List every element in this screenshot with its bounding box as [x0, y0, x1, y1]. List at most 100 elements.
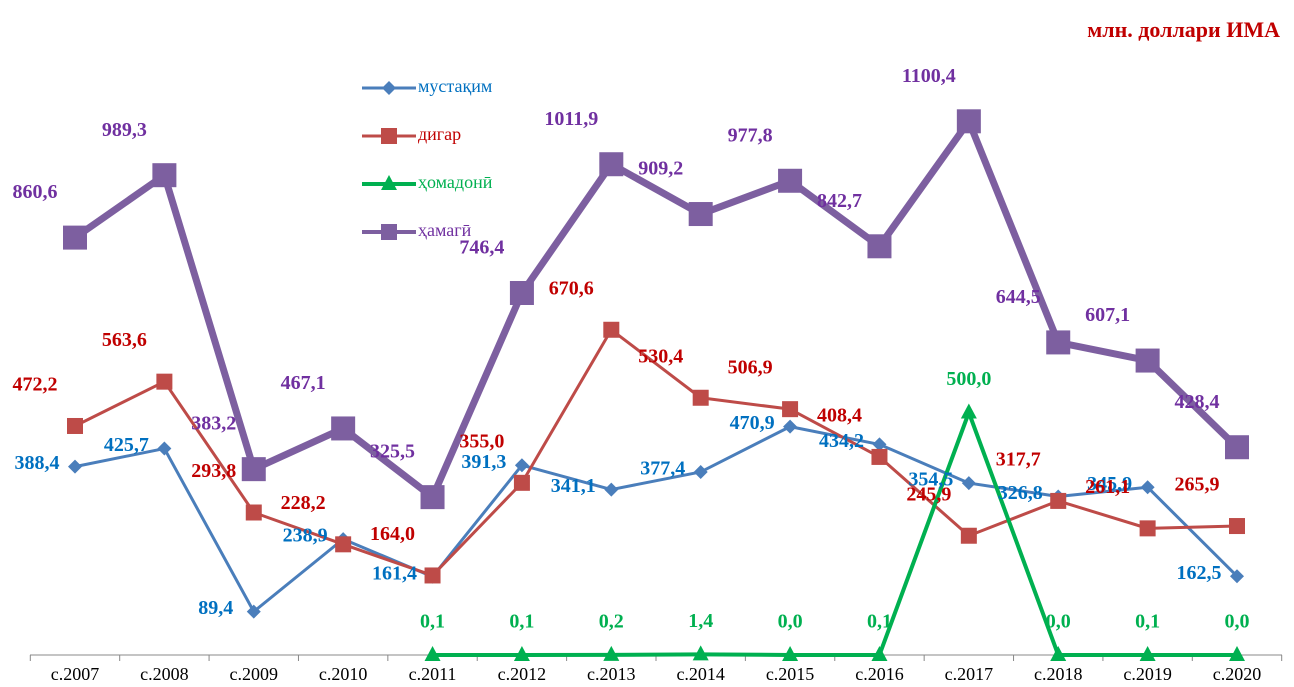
data-label: 164,0	[370, 523, 415, 545]
marker	[1139, 520, 1156, 537]
marker	[424, 645, 441, 661]
x-tick-label: с.2020	[1213, 664, 1262, 684]
legend-label: ҳамагӣ	[418, 220, 472, 240]
x-tick-label: с.2019	[1123, 664, 1172, 684]
data-label: 0,0	[1225, 611, 1250, 633]
marker	[1230, 569, 1244, 584]
data-label: 470,9	[730, 412, 775, 434]
data-label: 1011,9	[544, 108, 598, 130]
data-label: 860,6	[13, 181, 58, 203]
data-label: 377,4	[640, 458, 685, 480]
series-line	[432, 410, 1238, 657]
data-label: 563,6	[102, 329, 147, 351]
marker	[513, 474, 530, 491]
data-label: 293,8	[191, 460, 236, 482]
marker	[424, 567, 441, 584]
series-line	[72, 117, 1240, 501]
data-label: 0,0	[1046, 611, 1071, 633]
marker	[778, 168, 803, 193]
data-label: 607,1	[1085, 304, 1130, 326]
data-label: 354,5	[908, 469, 953, 491]
data-label: 977,8	[728, 124, 773, 146]
data-label: 506,9	[728, 357, 773, 379]
marker	[514, 458, 529, 473]
marker	[688, 202, 713, 227]
marker	[241, 457, 266, 482]
marker	[156, 373, 173, 390]
marker	[509, 280, 534, 305]
marker	[871, 645, 888, 661]
data-label: 0,1	[1135, 611, 1160, 633]
marker	[63, 225, 87, 250]
data-label: 355,0	[459, 430, 504, 452]
data-label: 670,6	[549, 277, 594, 299]
marker	[783, 419, 798, 434]
data-label: 0,1	[420, 611, 445, 633]
legend-label: ҳомадонӣ	[418, 172, 493, 192]
marker	[152, 163, 177, 188]
x-tick-label: с.2016	[855, 664, 904, 684]
marker	[961, 476, 976, 491]
marker	[692, 645, 709, 661]
data-label: 245,9	[906, 483, 951, 505]
marker	[381, 128, 397, 144]
data-label: 408,4	[817, 405, 862, 427]
data-label: 391,3	[461, 451, 506, 473]
x-tick-label: с.2015	[766, 664, 815, 684]
marker	[381, 175, 397, 190]
data-label: 472,2	[13, 374, 58, 396]
data-label: 909,2	[638, 158, 683, 180]
data-label: 530,4	[638, 345, 683, 367]
data-label: 238,9	[283, 525, 328, 547]
data-label: 161,4	[372, 562, 417, 584]
data-label: 345,9	[1087, 473, 1132, 495]
marker	[68, 459, 82, 474]
data-label: 388,4	[15, 452, 60, 474]
data-label: 746,4	[459, 237, 504, 259]
marker	[1229, 646, 1245, 661]
marker	[956, 109, 981, 134]
marker	[1050, 492, 1067, 509]
data-label: 0,1	[509, 611, 534, 633]
data-label: 989,3	[102, 119, 147, 141]
marker	[1140, 480, 1155, 495]
data-label: 261,1	[1085, 476, 1130, 498]
data-label: 842,7	[817, 190, 862, 212]
x-tick-label: с.2018	[1034, 664, 1083, 684]
data-label: 428,4	[1175, 391, 1220, 413]
marker	[157, 441, 172, 456]
marker	[381, 224, 397, 240]
marker	[604, 482, 619, 497]
marker	[245, 504, 262, 521]
marker	[693, 464, 708, 479]
legend-label: дигар	[418, 124, 461, 144]
data-label: 325,5	[370, 441, 415, 463]
data-label: 1,4	[688, 610, 713, 632]
marker	[1229, 518, 1245, 535]
marker	[1050, 646, 1067, 661]
x-tick-label: с.2012	[498, 664, 547, 684]
data-label: 1100,4	[902, 65, 956, 87]
legend-label: мустақим	[418, 76, 492, 96]
x-tick-label: с.2013	[587, 664, 636, 684]
data-label: 0,1	[867, 611, 892, 633]
data-label: 425,7	[104, 434, 149, 456]
x-tick-label: с.2007	[51, 664, 100, 684]
marker	[331, 416, 356, 441]
x-tick-label: с.2010	[319, 664, 368, 684]
data-label: 500,0	[946, 368, 991, 390]
marker	[335, 536, 352, 553]
marker	[1135, 348, 1160, 373]
data-label: 265,9	[1175, 474, 1220, 496]
data-label: 341,1	[551, 475, 596, 497]
marker	[960, 403, 977, 419]
x-tick-label: с.2014	[676, 664, 725, 684]
data-label: 228,2	[281, 492, 326, 514]
data-label: 644,5	[996, 286, 1041, 308]
marker	[872, 437, 887, 452]
data-label: 383,2	[191, 413, 236, 435]
marker	[1046, 330, 1071, 355]
x-tick-label: с.2008	[140, 664, 189, 684]
